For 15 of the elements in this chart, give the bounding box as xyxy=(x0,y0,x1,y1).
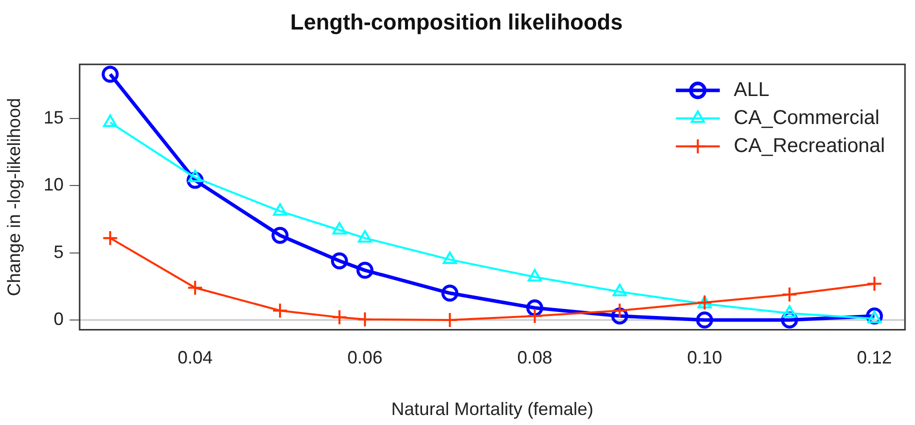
y-axis-title: Change in -log-likelihood xyxy=(4,98,24,296)
y-tick-label: 0 xyxy=(54,308,64,329)
legend-label: ALL xyxy=(734,78,770,101)
x-tick-label: 0.06 xyxy=(347,348,382,368)
chart-title: Length-composition likelihoods xyxy=(290,9,623,34)
y-tick-label: 10 xyxy=(44,174,64,195)
x-tick-label: 0.08 xyxy=(517,348,552,368)
legend-label: CA_Commercial xyxy=(734,106,880,129)
x-axis-title: Natural Mortality (female) xyxy=(391,399,594,420)
x-tick-label: 0.10 xyxy=(687,348,722,368)
y-tick-label: 5 xyxy=(54,242,64,262)
x-tick-label: 0.04 xyxy=(178,348,213,368)
y-tick-label: 15 xyxy=(44,107,64,128)
x-tick-label: 0.12 xyxy=(856,348,892,368)
legend-label: CA_Recreational xyxy=(734,134,886,157)
